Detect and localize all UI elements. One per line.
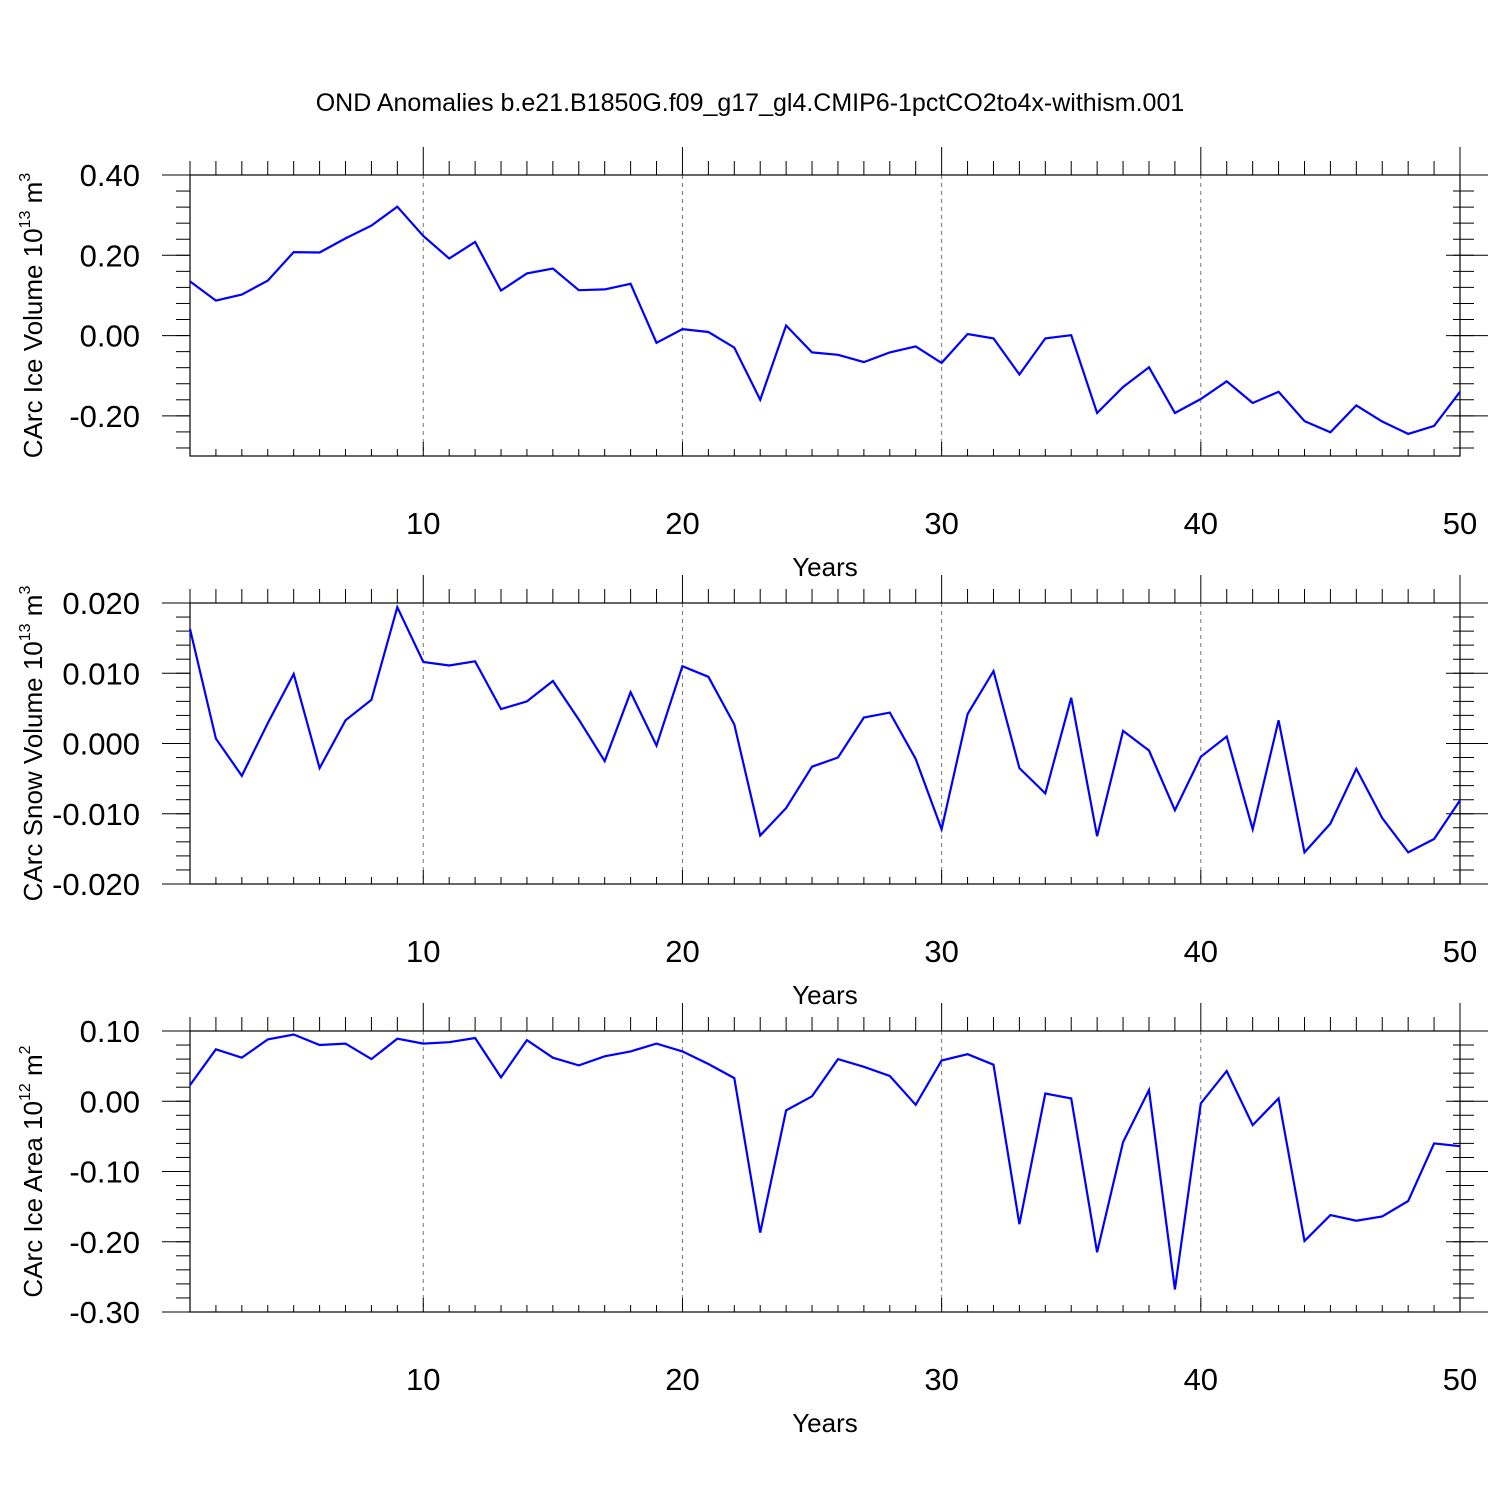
x-tick-label: 10 xyxy=(406,506,440,541)
x-axis-label: Years xyxy=(792,980,858,1010)
x-tick-label: 20 xyxy=(665,506,699,541)
x-tick-label: 40 xyxy=(1184,1362,1218,1397)
plot-frame xyxy=(189,1030,1461,1313)
y-tick-label: 0.010 xyxy=(62,656,140,691)
x-tick-label: 40 xyxy=(1184,934,1218,969)
y-tick-label: 0.00 xyxy=(80,319,140,354)
plot-frame xyxy=(189,174,1461,457)
y-tick-label: -0.10 xyxy=(69,1155,140,1190)
y-axis-label: CArc Ice Area 1012 m2 xyxy=(17,1045,48,1297)
series-line xyxy=(189,1033,1461,1290)
panel-2: 10 20 30 40 50 0.020 0.010 0.000 -0.010 -0.020 Yea… xyxy=(17,575,1488,1010)
x-axis-label: Years xyxy=(792,1408,858,1438)
y-tick-label: 0.000 xyxy=(62,727,140,762)
y-tick-label: -0.010 xyxy=(52,797,140,832)
y-axis-label: CArc Ice Volume 1013 m3 xyxy=(17,173,48,458)
x-tick-label: 30 xyxy=(924,506,958,541)
series-line xyxy=(189,205,1461,436)
x-tick-label: 50 xyxy=(1443,934,1477,969)
y-axis-label: CArc Snow Volume 1013 m3 xyxy=(17,586,48,902)
y-tick-label: 0.020 xyxy=(62,586,140,621)
y-tick-label: 0.10 xyxy=(80,1014,140,1049)
plot-frame xyxy=(189,602,1461,885)
y-tick-label: 0.40 xyxy=(80,158,140,193)
x-tick-label: 20 xyxy=(665,1362,699,1397)
x-tick-label: 20 xyxy=(665,934,699,969)
y-tick-label: 0.00 xyxy=(80,1084,140,1119)
y-tick-label: -0.20 xyxy=(69,399,140,434)
x-tick-label: 50 xyxy=(1443,506,1477,541)
x-tick-label: 50 xyxy=(1443,1362,1477,1397)
panel-3: 10 20 30 40 50 0.10 0.00 -0.10 -0.20 -0.30 Years CA… xyxy=(17,1003,1488,1438)
x-tick-label: 30 xyxy=(924,1362,958,1397)
y-tick-label: -0.20 xyxy=(69,1225,140,1260)
x-tick-label: 40 xyxy=(1184,506,1218,541)
x-tick-label: 30 xyxy=(924,934,958,969)
y-tick-label: -0.30 xyxy=(69,1295,140,1330)
y-tick-label: -0.020 xyxy=(52,867,140,902)
x-tick-label: 10 xyxy=(406,1362,440,1397)
y-tick-label: 0.20 xyxy=(80,238,140,273)
figure-title: OND Anomalies b.e21.B1850G.f09_g17_gl4.C… xyxy=(316,89,1185,117)
x-axis-label: Years xyxy=(792,552,858,582)
panel-1: 10 20 30 40 50 0.40 0.20 0.00 -0.20 Years CArc Ice… xyxy=(17,147,1488,582)
series-line xyxy=(188,604,1461,855)
x-tick-label: 10 xyxy=(406,934,440,969)
